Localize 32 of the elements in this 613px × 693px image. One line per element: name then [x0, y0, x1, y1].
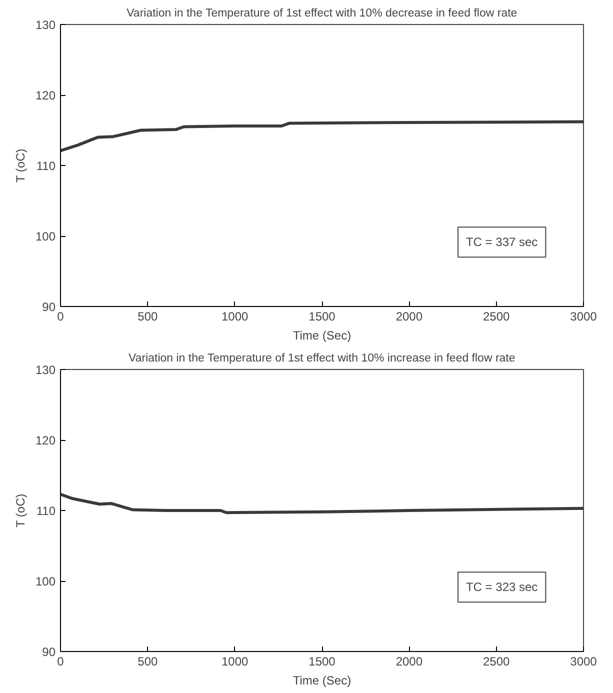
x-axis-title: Time (Sec)	[292, 674, 352, 688]
y-tick-label: 130	[35, 18, 56, 32]
annotation: TC = 323 sec	[466, 580, 538, 594]
y-tick-label: 110	[36, 159, 56, 173]
x-tick-label: 1000	[221, 310, 249, 324]
y-tick-label: 110	[36, 504, 56, 518]
x-tick-label: 1500	[308, 310, 336, 324]
x-tick-label: 2500	[482, 654, 510, 668]
y-tick-label: 90	[42, 300, 56, 314]
y-tick-label: 100	[35, 574, 56, 588]
y-tick-label: 100	[35, 230, 56, 244]
y-axis-title: T (oC)	[13, 148, 28, 182]
annotation: TC = 337 sec	[466, 235, 538, 250]
x-tick-label: 0	[57, 654, 64, 668]
x-tick-label: 3000	[570, 654, 598, 668]
y-axis-title: T (oC)	[13, 494, 28, 528]
y-tick-label: 90	[42, 645, 56, 659]
chart-title: Variation in the Temperature of 1st effect with 10% decrease in feed flow rate	[126, 8, 518, 20]
x-tick-label: 0	[57, 310, 64, 324]
y-tick-label: 130	[35, 363, 56, 377]
x-tick-label: 1000	[221, 654, 249, 668]
x-tick-label: 500	[138, 654, 158, 668]
x-axis-title: Time (Sec)	[292, 328, 352, 342]
y-tick-label: 120	[35, 88, 56, 102]
x-tick-label: 1500	[308, 654, 336, 668]
chart-title: Variation in the Temperature of 1st effect with 10% increase in feed flow rate	[128, 352, 516, 364]
x-tick-label: 3000	[570, 310, 598, 324]
x-tick-label: 2000	[396, 310, 423, 324]
x-tick-label: 2500	[482, 310, 510, 324]
x-tick-label: 500	[138, 310, 158, 324]
x-tick-label: 2000	[396, 654, 423, 668]
y-tick-label: 120	[35, 434, 56, 448]
